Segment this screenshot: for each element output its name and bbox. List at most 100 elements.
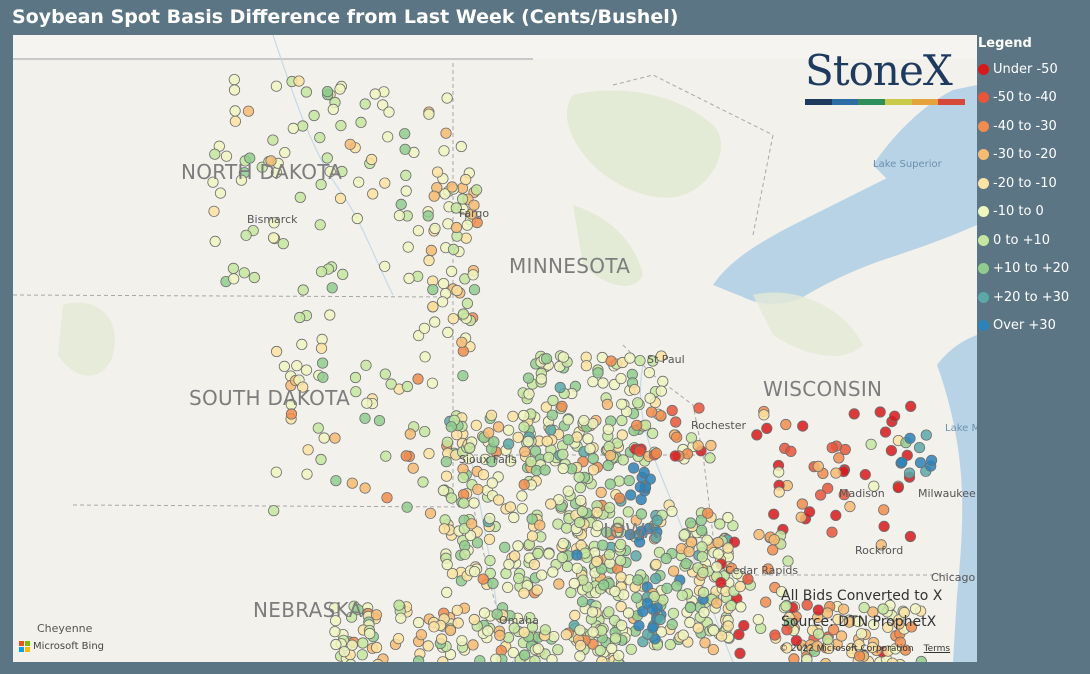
bid-point[interactable]	[622, 506, 634, 518]
bid-point[interactable]	[646, 427, 659, 439]
bid-point[interactable]	[801, 653, 813, 662]
bid-point[interactable]	[575, 494, 587, 507]
bid-point[interactable]	[603, 606, 615, 618]
bid-point[interactable]	[438, 145, 450, 157]
bid-point[interactable]	[426, 377, 438, 389]
bid-point[interactable]	[526, 530, 539, 542]
bid-point[interactable]	[637, 605, 649, 618]
bid-point[interactable]	[557, 462, 569, 475]
bid-point[interactable]	[235, 174, 247, 186]
bid-point[interactable]	[697, 586, 710, 599]
bid-point[interactable]	[242, 105, 255, 117]
bid-point[interactable]	[297, 381, 309, 393]
bid-point[interactable]	[547, 566, 559, 578]
bid-point[interactable]	[425, 244, 437, 256]
bid-point[interactable]	[573, 516, 586, 529]
bid-point[interactable]	[403, 272, 415, 284]
bid-point[interactable]	[615, 372, 627, 385]
bid-point[interactable]	[866, 641, 879, 654]
bid-point[interactable]	[556, 400, 568, 412]
bid-point[interactable]	[751, 429, 763, 441]
bid-point[interactable]	[603, 502, 616, 514]
bid-point[interactable]	[913, 441, 926, 454]
bid-point[interactable]	[702, 507, 714, 519]
bid-point[interactable]	[738, 619, 750, 632]
bid-point[interactable]	[855, 628, 868, 640]
bid-point[interactable]	[773, 486, 785, 498]
bid-point[interactable]	[461, 219, 473, 231]
bid-point[interactable]	[518, 421, 530, 433]
bid-point[interactable]	[571, 562, 583, 574]
bid-point[interactable]	[587, 376, 599, 388]
bid-point[interactable]	[655, 385, 667, 397]
bid-point[interactable]	[287, 122, 299, 135]
bid-point[interactable]	[667, 607, 680, 619]
bid-point[interactable]	[395, 198, 407, 210]
bid-point[interactable]	[302, 444, 314, 456]
bid-point[interactable]	[536, 569, 548, 581]
bid-point[interactable]	[278, 360, 290, 372]
bid-point[interactable]	[370, 609, 383, 621]
bid-point[interactable]	[330, 475, 342, 487]
bid-point[interactable]	[435, 633, 448, 645]
bid-point[interactable]	[440, 127, 452, 139]
bid-point[interactable]	[427, 284, 439, 296]
bid-point[interactable]	[616, 398, 628, 410]
legend-item[interactable]: -30 to -20	[978, 141, 1090, 170]
bid-point[interactable]	[505, 455, 517, 467]
bid-point[interactable]	[664, 638, 676, 651]
bid-point[interactable]	[445, 265, 458, 277]
terms-link[interactable]: Terms	[923, 644, 951, 654]
bid-point[interactable]	[357, 637, 369, 649]
bid-point[interactable]	[647, 622, 659, 634]
bid-point[interactable]	[879, 426, 892, 438]
bid-point[interactable]	[826, 526, 838, 538]
bid-point[interactable]	[811, 640, 823, 652]
bid-point[interactable]	[803, 506, 816, 518]
bid-point[interactable]	[450, 221, 463, 234]
bid-point[interactable]	[609, 585, 621, 598]
bid-point[interactable]	[630, 550, 642, 562]
bid-point[interactable]	[734, 580, 746, 593]
bid-point[interactable]	[438, 523, 450, 535]
bid-point[interactable]	[920, 429, 932, 441]
bid-point[interactable]	[445, 492, 458, 504]
bid-point[interactable]	[334, 192, 347, 204]
bid-point[interactable]	[631, 592, 643, 604]
bid-point[interactable]	[478, 607, 491, 619]
bid-point[interactable]	[512, 540, 524, 552]
bid-point[interactable]	[428, 621, 440, 633]
bid-point[interactable]	[379, 177, 391, 189]
bid-point[interactable]	[768, 534, 780, 546]
bid-point[interactable]	[460, 173, 472, 186]
bid-point[interactable]	[417, 476, 429, 488]
bid-point[interactable]	[594, 644, 606, 657]
bid-point[interactable]	[346, 639, 358, 651]
bid-point[interactable]	[666, 505, 678, 517]
bid-point[interactable]	[484, 554, 496, 567]
bid-point[interactable]	[315, 453, 327, 466]
bid-point[interactable]	[270, 80, 282, 92]
bid-point[interactable]	[321, 152, 333, 164]
bid-point[interactable]	[431, 166, 444, 178]
bid-point[interactable]	[228, 84, 241, 96]
bid-point[interactable]	[633, 536, 646, 548]
bid-point[interactable]	[615, 538, 627, 550]
bid-point[interactable]	[437, 278, 450, 290]
bid-point[interactable]	[399, 143, 411, 155]
bid-point[interactable]	[584, 443, 596, 455]
bid-point[interactable]	[894, 636, 906, 648]
bid-point[interactable]	[899, 644, 912, 656]
bid-point[interactable]	[296, 338, 308, 350]
bid-point[interactable]	[270, 345, 283, 358]
bid-point[interactable]	[361, 397, 373, 409]
bid-point[interactable]	[562, 414, 574, 426]
bid-point[interactable]	[208, 205, 220, 217]
bid-point[interactable]	[591, 520, 604, 532]
bid-point[interactable]	[591, 555, 603, 568]
bid-point[interactable]	[207, 176, 219, 188]
bid-point[interactable]	[294, 311, 306, 324]
legend-item[interactable]: Under -50	[978, 55, 1090, 84]
bid-point[interactable]	[596, 655, 608, 662]
bid-point[interactable]	[329, 626, 341, 638]
